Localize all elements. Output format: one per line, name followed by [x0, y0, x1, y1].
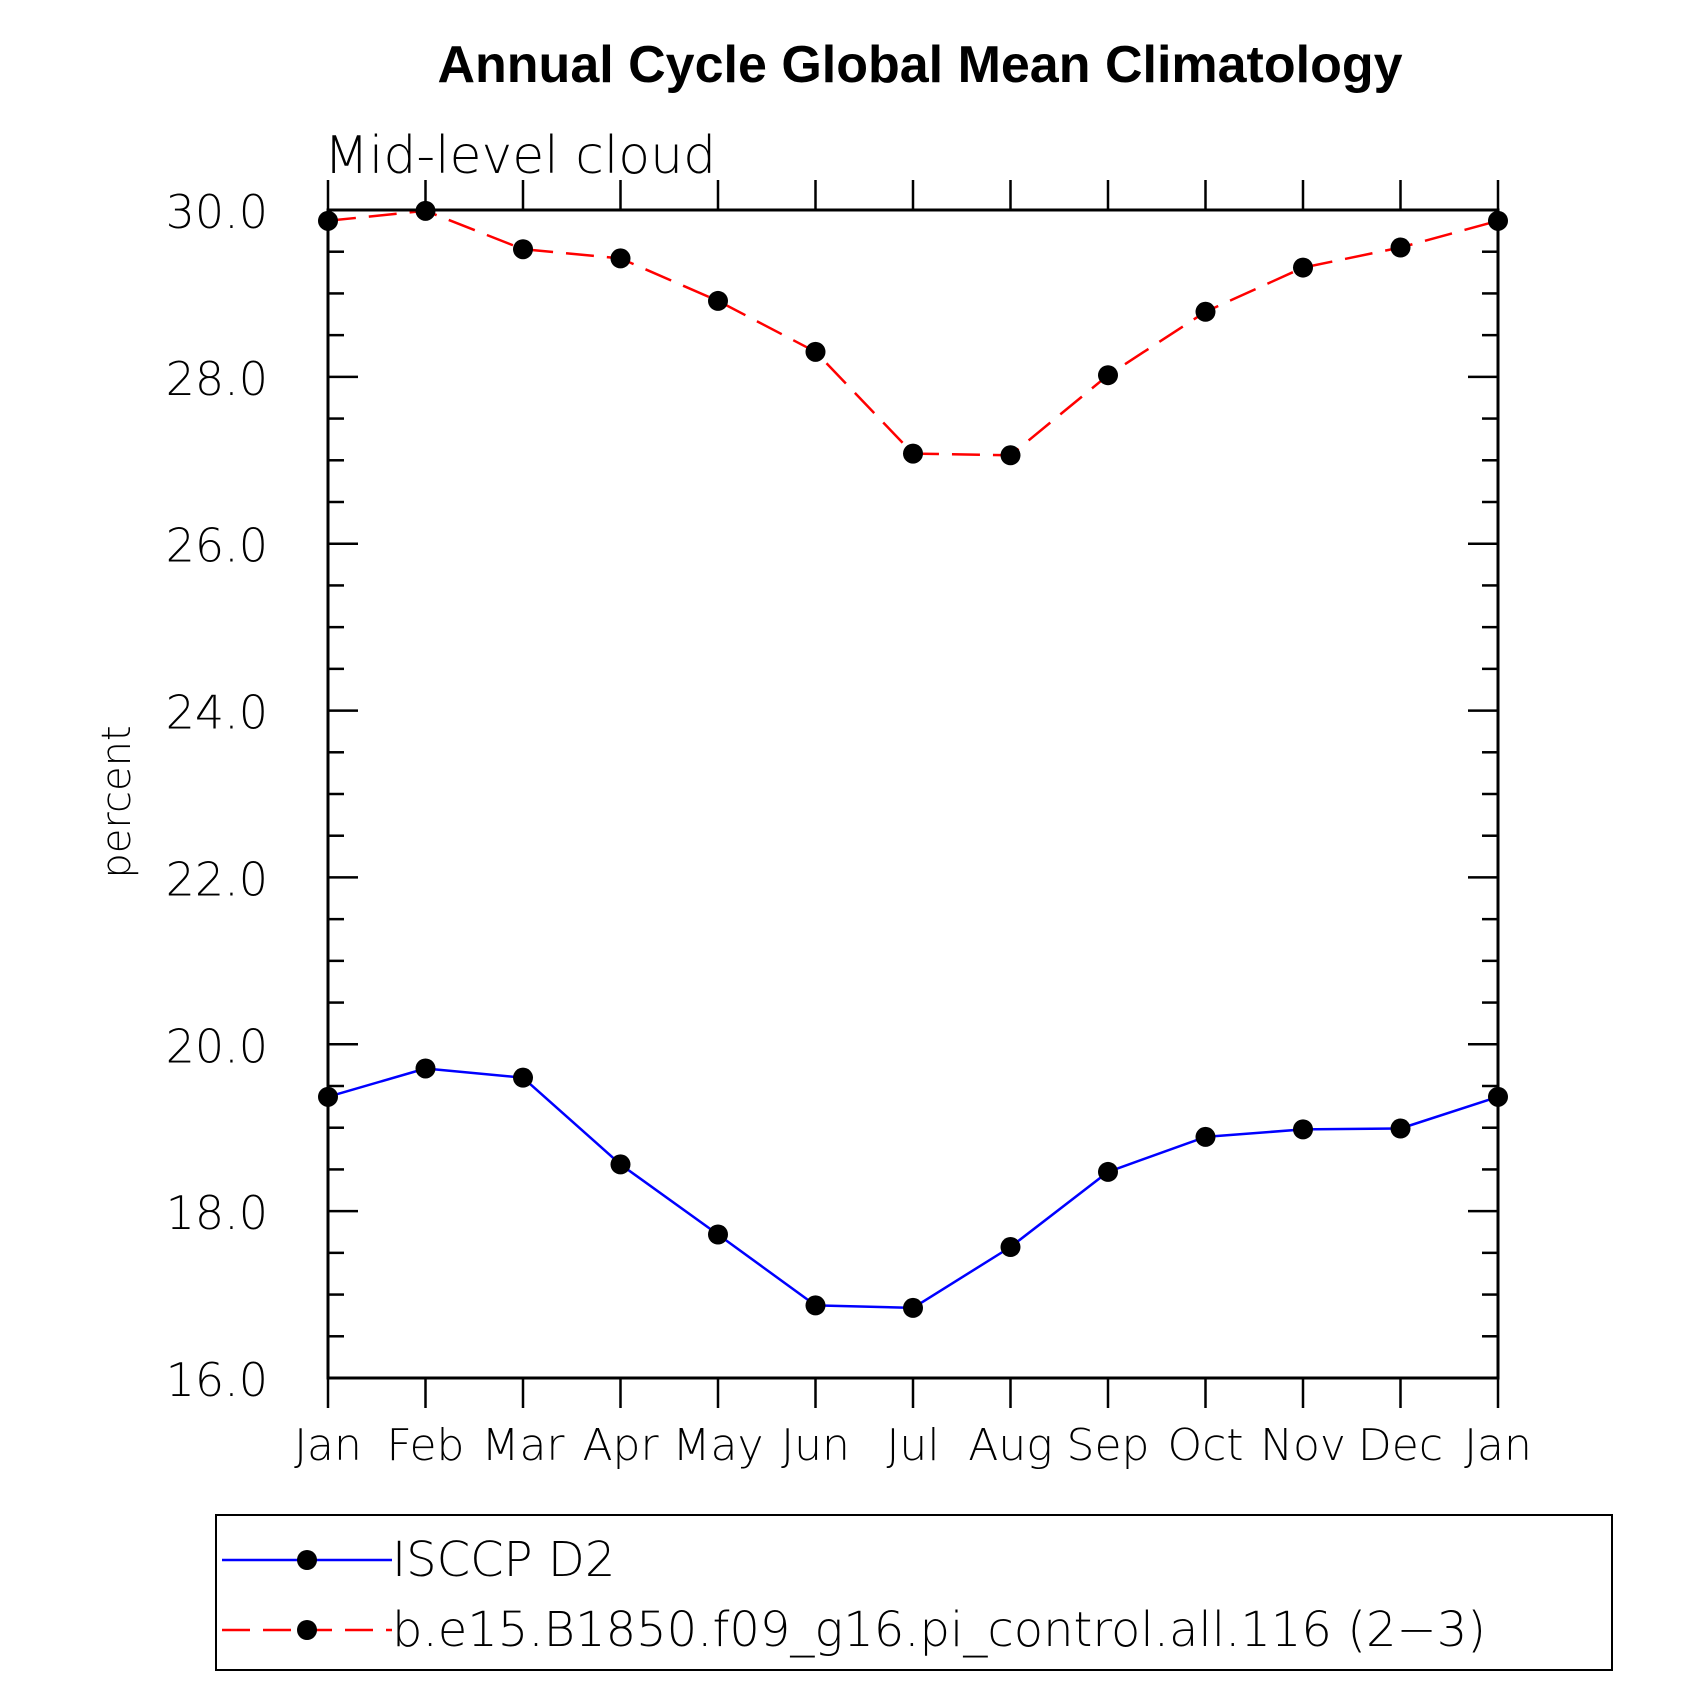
x-tick-label: Feb	[387, 1420, 465, 1471]
x-tick-label: Jan	[1464, 1420, 1532, 1471]
y-tick-labels: 16.0 18.0 20.0 22.0 24.0 26.0 28.0 30.0	[166, 185, 268, 1407]
data-point-series-2	[708, 290, 728, 311]
y-tick-label: 22.0	[166, 852, 268, 906]
legend-box	[215, 1514, 1613, 1671]
data-point-series-1	[415, 1058, 436, 1079]
data-point-series-2	[903, 443, 923, 464]
data-point-series-1	[610, 1154, 631, 1175]
chart-title: Annual Cycle Global Mean Climatology	[437, 36, 1402, 94]
data-point-series-2	[1195, 301, 1216, 322]
data-point-series-2	[1000, 445, 1021, 466]
x-tick-labels: Jan Feb Mar Apr May Jun Jul Aug Sep Oct Nov Dec Jan	[294, 1420, 1532, 1471]
data-point-series-1	[805, 1295, 826, 1316]
y-tick-label: 20.0	[166, 1019, 268, 1073]
x-tick-label: Dec	[1358, 1420, 1443, 1471]
x-tick-label: Oct	[1167, 1420, 1243, 1471]
data-point-series-2	[610, 248, 631, 269]
series-markers	[318, 200, 1508, 1318]
legend: ISCCP D2 b.e15.B1850.f09_g16.pi_control.…	[215, 1514, 1613, 1671]
y-tick-label: 28.0	[166, 352, 268, 406]
y-tick-label: 30.0	[166, 185, 268, 239]
series-line-2	[327, 209, 1499, 457]
data-point-series-1	[1098, 1161, 1118, 1182]
y-axis-label: percent	[94, 725, 140, 878]
data-point-series-1	[903, 1297, 923, 1318]
x-tick-label: Mar	[481, 1420, 565, 1471]
legend-label-series-1: ISCCP D2	[392, 1532, 615, 1588]
y-tick-label: 18.0	[166, 1186, 268, 1240]
chart-subtitle: Mid-level cloud	[324, 126, 716, 186]
legend-marker-series-2	[297, 1620, 317, 1640]
legend-label-series-2: b.e15.B1850.f09_g16.pi_control.all.116 (…	[392, 1602, 1486, 1658]
data-point-series-1	[708, 1224, 728, 1245]
x-tick-label: Jun	[781, 1420, 850, 1471]
data-point-series-2	[805, 341, 826, 362]
y-tick-label: 16.0	[166, 1353, 268, 1407]
x-tick-label: Jul	[886, 1420, 939, 1471]
series-line-1	[327, 1067, 1499, 1310]
data-point-series-1	[1390, 1118, 1411, 1139]
series-lines	[327, 209, 1499, 1310]
data-point-series-1	[1000, 1237, 1021, 1258]
data-point-series-2	[1293, 257, 1313, 278]
y-tick-label: 24.0	[166, 686, 268, 740]
data-point-series-2	[1390, 237, 1411, 258]
x-tick-label: May	[673, 1420, 764, 1471]
legend-marker-series-1	[297, 1550, 317, 1570]
data-point-series-1	[1293, 1119, 1313, 1140]
x-tick-label: Nov	[1260, 1420, 1346, 1471]
data-point-series-2	[513, 239, 533, 260]
y-tick-label: 26.0	[166, 519, 268, 573]
x-tick-label: Jan	[294, 1420, 362, 1471]
x-tick-label: Sep	[1067, 1420, 1150, 1471]
plot-frame	[326, 208, 1500, 1380]
data-point-series-1	[513, 1067, 533, 1088]
x-tick-label: Apr	[582, 1420, 659, 1471]
data-point-series-2	[1098, 365, 1118, 386]
x-tick-label: Aug	[968, 1420, 1052, 1471]
axis-ticks	[326, 180, 1500, 1408]
data-point-series-1	[1195, 1126, 1216, 1147]
